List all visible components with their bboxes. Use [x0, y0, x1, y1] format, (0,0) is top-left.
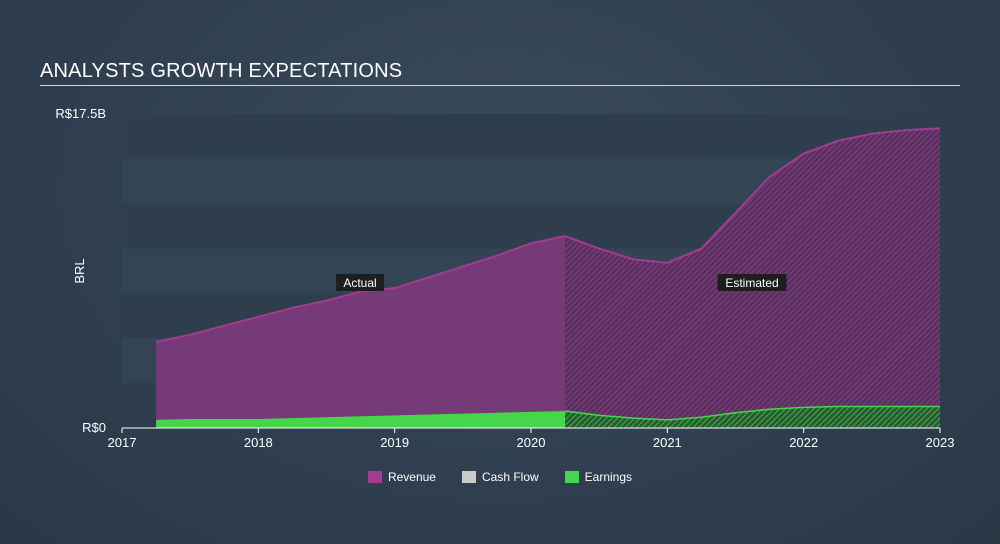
estimated-tag: Estimated: [717, 274, 787, 291]
y-tick-label-bottom: R$0: [82, 420, 106, 435]
x-tick-label-2018: 2018: [244, 435, 273, 450]
legend: Revenue Cash Flow Earnings: [0, 470, 1000, 484]
legend-item-earnings[interactable]: Earnings: [564, 470, 633, 484]
title-divider: [40, 85, 960, 86]
earnings-area-estimated: [565, 406, 940, 428]
legend-item-cash-flow[interactable]: Cash Flow: [461, 470, 539, 484]
legend-item-revenue[interactable]: Revenue: [367, 470, 436, 484]
axes: 2017 2018 2019 2020 2021 2022 2023 R$17.5B R$0 BR…: [55, 106, 954, 450]
x-tick-label-2021: 2021: [653, 435, 682, 450]
legend-label: Earnings: [584, 470, 633, 484]
legend-swatch: [367, 471, 382, 483]
revenue-line: [155, 127, 941, 343]
estimated-tag-text: Estimated: [725, 276, 778, 290]
x-tick-label-2020: 2020: [517, 435, 546, 450]
x-tick-label-2023: 2023: [926, 435, 955, 450]
earnings-area-actual: [156, 411, 566, 428]
x-tick-label-2019: 2019: [380, 435, 409, 450]
legend-swatch: [461, 471, 476, 483]
x-tick-label-2022: 2022: [789, 435, 818, 450]
estimated-tag-bg: [717, 274, 787, 291]
legend-swatch: [564, 471, 579, 483]
y-axis-label: BRL: [72, 258, 87, 283]
legend-label: Revenue: [387, 470, 436, 484]
revenue-area-actual: [156, 236, 566, 428]
x-tick-label-2017: 2017: [108, 435, 137, 450]
grid-band: [122, 114, 940, 159]
chart-title: ANALYSTS GROWTH EXPECTATIONS: [40, 60, 403, 82]
actual-tag: Actual: [336, 274, 384, 291]
actual-tag-text: Actual: [343, 276, 376, 290]
legend-label: Cash Flow: [481, 470, 539, 484]
earnings-line: [565, 405, 940, 421]
y-tick-label-top: R$17.5B: [55, 106, 106, 121]
annotations: Actual Estimated: [336, 274, 787, 291]
actual-tag-bg: [336, 274, 384, 291]
